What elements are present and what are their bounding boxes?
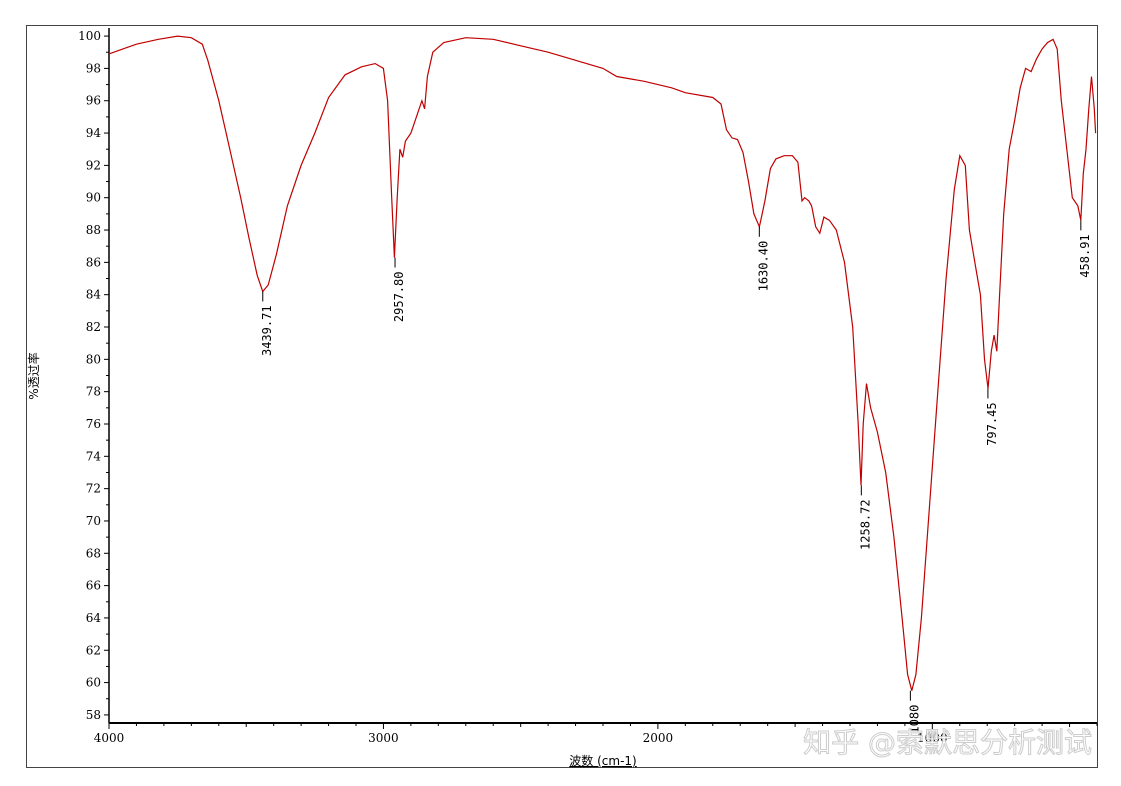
transmittance-curve bbox=[108, 35, 1097, 691]
y-tick-label: 72 bbox=[86, 482, 101, 496]
peak-annotations: 3439.71 2957.80 1630.40 1258.72 1080 797.45 45… bbox=[260, 220, 1092, 734]
x-axis-ticks: 4000 3000 2000 1000 bbox=[94, 723, 1098, 745]
y-tick-label: 80 bbox=[86, 352, 101, 366]
y-tick-label: 94 bbox=[86, 126, 102, 140]
y-tick-label: 66 bbox=[86, 579, 101, 593]
x-axis-title: 波数 (cm-1) bbox=[569, 753, 636, 768]
y-tick-label: 64 bbox=[86, 611, 102, 625]
y-tick-label: 74 bbox=[86, 449, 102, 463]
x-tick-label: 2000 bbox=[643, 731, 674, 745]
y-tick-label: 88 bbox=[86, 223, 101, 237]
peak-label: 2957.80 bbox=[392, 272, 406, 323]
watermark-text: 知乎 @索默思分析测试 bbox=[803, 726, 1092, 759]
y-tick-label: 100 bbox=[78, 29, 101, 43]
x-tick-label: 4000 bbox=[94, 731, 125, 745]
peak-label: 1080 bbox=[907, 705, 921, 734]
peak-label: 458.91 bbox=[1078, 234, 1092, 277]
y-tick-label: 58 bbox=[86, 708, 101, 722]
peak-label: 797.45 bbox=[985, 402, 999, 445]
y-axis-title: %透过率 bbox=[26, 352, 41, 399]
y-axis-ticks: 58 60 62 64 66 68 70 72 74 76 78 80 82 84 86 88 90 92 94 96… bbox=[78, 29, 109, 722]
x-tick-label: 1000 bbox=[917, 731, 948, 745]
y-tick-label: 90 bbox=[86, 191, 101, 205]
y-tick-label: 96 bbox=[86, 94, 101, 108]
y-tick-label: 98 bbox=[86, 61, 101, 75]
y-tick-label: 78 bbox=[86, 385, 101, 399]
y-tick-label: 70 bbox=[86, 514, 101, 528]
peak-label: 3439.71 bbox=[260, 305, 274, 356]
y-tick-label: 60 bbox=[86, 676, 101, 690]
peak-label: 1258.72 bbox=[858, 499, 872, 550]
peak-label: 1630.40 bbox=[756, 241, 770, 292]
y-tick-label: 86 bbox=[86, 255, 101, 269]
y-tick-label: 92 bbox=[86, 158, 101, 172]
chart-frame bbox=[26, 25, 1098, 768]
y-tick-label: 62 bbox=[86, 643, 101, 657]
x-tick-label: 3000 bbox=[368, 731, 399, 745]
y-tick-label: 76 bbox=[86, 417, 101, 431]
y-tick-label: 84 bbox=[86, 288, 102, 302]
y-tick-label: 82 bbox=[86, 320, 101, 334]
y-tick-label: 68 bbox=[86, 546, 101, 560]
